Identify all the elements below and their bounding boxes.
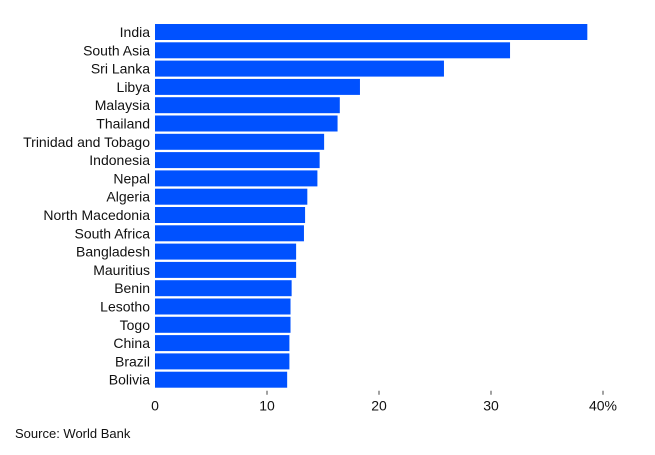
bar-bangladesh: [155, 243, 297, 260]
category-label-north-macedonia: North Macedonia: [43, 207, 150, 223]
category-label-togo: Togo: [120, 317, 151, 333]
category-labels: India South Asia Sri Lanka Libya Malaysia Tha…: [23, 24, 150, 388]
bar-nepal: [155, 170, 318, 187]
bar-brazil: [155, 353, 290, 370]
x-tick-label: 30: [483, 398, 499, 414]
x-tick-label: 40%: [589, 398, 617, 414]
category-label-china: China: [113, 335, 150, 351]
bar-thailand: [155, 115, 338, 132]
category-label-bolivia: Bolivia: [109, 372, 150, 388]
bar-china: [155, 335, 290, 352]
bar-bolivia: [155, 371, 288, 388]
bar-india: [155, 24, 588, 40]
bar-indonesia: [155, 152, 320, 169]
x-tick-label: 10: [259, 398, 275, 414]
bar-south-asia: [155, 42, 511, 59]
category-label-south-asia: South Asia: [83, 42, 150, 58]
bar-south-africa: [155, 225, 304, 242]
x-tick-label: 20: [371, 398, 387, 414]
category-label-trinidad-and-tobago: Trinidad and Tobago: [23, 134, 150, 150]
bar-sri-lanka: [155, 60, 444, 77]
category-label-malaysia: Malaysia: [95, 97, 150, 113]
bar-trinidad-and-tobago: [155, 133, 325, 150]
category-label-south-africa: South Africa: [75, 225, 151, 241]
category-label-sri-lanka: Sri Lanka: [91, 61, 150, 77]
bar-malaysia: [155, 97, 340, 114]
source-note: Source: World Bank: [15, 426, 131, 441]
bar-libya: [155, 78, 360, 95]
bar-chart: India South Asia Sri Lanka Libya Malaysia Tha…: [23, 24, 617, 414]
category-label-thailand: Thailand: [96, 116, 150, 132]
category-label-algeria: Algeria: [106, 189, 150, 205]
category-label-libya: Libya: [117, 79, 151, 95]
category-label-lesotho: Lesotho: [100, 299, 150, 315]
bars-group: [155, 24, 588, 388]
category-label-brazil: Brazil: [115, 353, 150, 369]
bar-benin: [155, 280, 292, 297]
category-label-indonesia: Indonesia: [89, 152, 150, 168]
category-label-nepal: Nepal: [113, 170, 150, 186]
category-label-benin: Benin: [114, 280, 150, 296]
bar-togo: [155, 316, 291, 333]
x-axis-ticks: 0 10 20 30 40%: [151, 390, 617, 414]
bar-algeria: [155, 188, 308, 205]
category-label-india: India: [120, 24, 151, 40]
bar-north-macedonia: [155, 207, 306, 223]
category-label-mauritius: Mauritius: [93, 262, 150, 278]
x-tick-label: 0: [151, 398, 159, 414]
bar-lesotho: [155, 298, 291, 315]
bar-mauritius: [155, 261, 297, 278]
category-label-bangladesh: Bangladesh: [76, 244, 150, 260]
